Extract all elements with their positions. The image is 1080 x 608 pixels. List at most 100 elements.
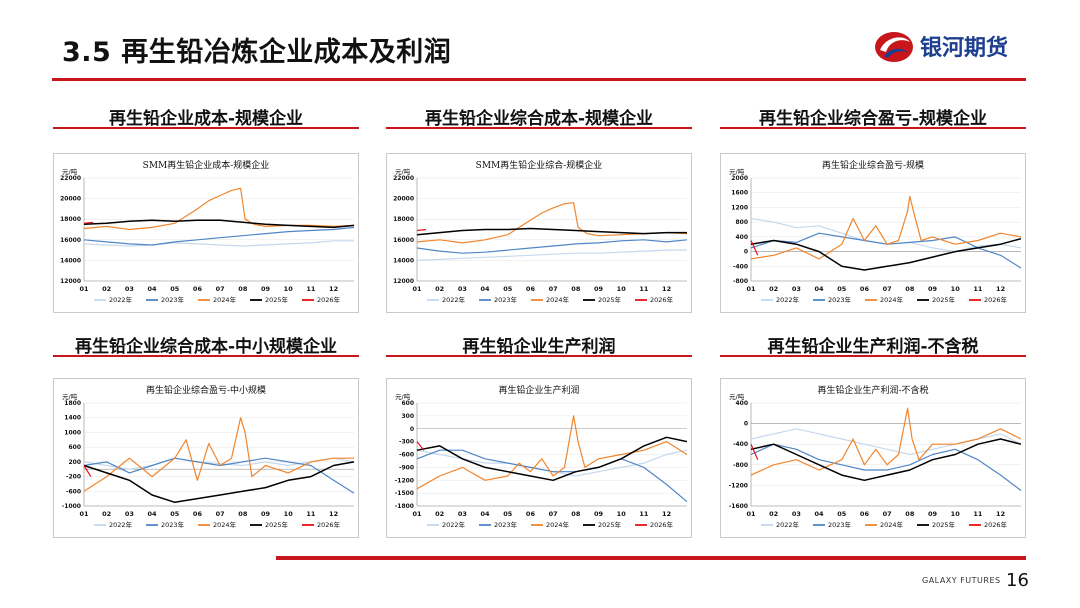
chart-title: 再生铅企业综合盈亏-中小规模 [146, 384, 266, 396]
x-tick-label: 07 [883, 285, 892, 293]
y-unit-label: 元/吨 [395, 167, 411, 176]
x-tick-label: 08 [905, 510, 915, 518]
panel-rule [720, 127, 1026, 129]
x-tick-label: 07 [883, 510, 892, 518]
x-tick-label: 09 [261, 285, 271, 293]
x-tick-label: 06 [193, 285, 203, 293]
legend-label: 2024年 [213, 520, 237, 529]
x-tick-label: 02 [102, 510, 111, 518]
y-tick-label: 600 [68, 444, 81, 451]
legend-label: 2026年 [650, 295, 674, 304]
x-tick-label: 07 [216, 285, 225, 293]
y-tick-label: 1600 [731, 190, 748, 197]
x-tick-label: 11 [306, 510, 316, 518]
series-line [416, 441, 425, 451]
slide-title: 3.5 再生铅冶炼企业成本及利润 [62, 37, 452, 68]
x-tick-label: 02 [769, 510, 778, 518]
y-tick-label: -600 [399, 452, 414, 459]
legend-label: 2026年 [984, 520, 1008, 529]
x-tick-label: 12 [996, 285, 1005, 293]
panel-heading: 再生铅企业综合成本-中小规模企业 [74, 337, 338, 357]
y-tick-label: 12000 [60, 278, 81, 285]
series-line [750, 438, 1022, 482]
x-tick-label: 02 [769, 285, 778, 293]
x-tick-label: 11 [639, 285, 649, 293]
x-tick-label: 06 [526, 510, 536, 518]
chart-title: SMM再生铅企业成本-规模企业 [143, 159, 270, 171]
series-line [416, 227, 687, 236]
x-tick-label: 01 [412, 285, 422, 293]
x-tick-label: 05 [503, 285, 513, 293]
y-tick-label: 1800 [64, 400, 81, 407]
legend-label: 2022年 [109, 520, 133, 529]
panel-heading: 再生铅企业综合成本-规模企业 [424, 109, 654, 129]
y-tick-label: -600 [66, 488, 81, 495]
x-tick-label: 10 [617, 510, 627, 518]
series-line [416, 415, 688, 490]
x-tick-label: 12 [329, 285, 338, 293]
y-tick-label: 18000 [393, 216, 414, 223]
x-tick-label: 12 [662, 285, 671, 293]
y-tick-label: 14000 [60, 257, 81, 264]
y-tick-label: 16000 [60, 237, 81, 244]
y-tick-label: 600 [401, 400, 414, 407]
x-tick-label: 07 [216, 510, 225, 518]
series-line [750, 443, 1022, 491]
x-tick-label: 11 [639, 510, 649, 518]
y-tick-label: 2000 [731, 175, 748, 182]
series-line [750, 232, 1022, 269]
chart-title: 再生铅企业生产利润-不含税 [817, 384, 928, 396]
galaxy-swirl-icon [875, 32, 913, 62]
series-line [83, 465, 92, 477]
y-tick-label: -1500 [395, 490, 414, 497]
legend-label: 2026年 [650, 520, 674, 529]
series-line [750, 217, 1022, 253]
chart-title: SMM再生铅企业综合-规模企业 [476, 159, 603, 171]
legend-label: 2023年 [828, 295, 852, 304]
panel-rule [53, 127, 359, 129]
y-tick-label: 800 [735, 219, 748, 226]
footer-brand: GALAXY FUTURES [922, 576, 1001, 585]
x-tick-label: 10 [951, 510, 961, 518]
x-tick-label: 04 [148, 510, 158, 518]
panel-heading: 再生铅企业成本-规模企业 [108, 109, 304, 129]
x-tick-label: 12 [996, 510, 1005, 518]
x-tick-label: 02 [435, 285, 444, 293]
y-tick-label: 200 [68, 459, 81, 466]
x-tick-label: 03 [792, 510, 801, 518]
x-tick-label: 03 [792, 285, 801, 293]
x-tick-label: 06 [860, 510, 870, 518]
legend-label: 2024年 [546, 295, 570, 304]
x-tick-label: 04 [148, 285, 158, 293]
x-tick-label: 09 [928, 510, 938, 518]
x-tick-label: 03 [125, 285, 134, 293]
panel-heading: 再生铅企业生产利润 [462, 337, 616, 357]
x-tick-label: 08 [238, 285, 248, 293]
x-tick-label: 11 [973, 510, 983, 518]
x-tick-label: 05 [837, 510, 847, 518]
legend-label: 2024年 [880, 520, 904, 529]
x-tick-label: 12 [662, 510, 671, 518]
x-tick-label: 10 [284, 285, 294, 293]
x-tick-label: 05 [837, 285, 847, 293]
y-tick-label: 18000 [60, 216, 81, 223]
line-chart: 再生铅企业综合盈亏-中小规模 元/吨 -1000 -600 -200 200 600 1000… [53, 378, 359, 538]
y-tick-label: -1000 [62, 503, 81, 510]
y-tick-label: 22000 [60, 175, 81, 182]
line-chart: SMM再生铅企业综合-规模企业 元/吨 12000 14000 16000 18000 20… [386, 153, 692, 313]
x-tick-label: 04 [815, 510, 825, 518]
legend-label: 2026年 [317, 295, 341, 304]
y-unit-label: 元/吨 [729, 167, 745, 176]
series-line [416, 449, 688, 477]
y-tick-label: 300 [401, 413, 414, 420]
x-tick-label: 11 [306, 285, 316, 293]
series-line [83, 187, 355, 231]
y-tick-label: -1200 [729, 482, 748, 489]
legend-label: 2023年 [161, 520, 185, 529]
x-tick-label: 09 [594, 285, 604, 293]
y-tick-label: 1400 [64, 415, 81, 422]
legend-label: 2025年 [265, 295, 289, 304]
y-tick-label: 0 [410, 426, 414, 433]
y-tick-label: -800 [733, 278, 748, 285]
y-tick-label: -400 [733, 441, 748, 448]
